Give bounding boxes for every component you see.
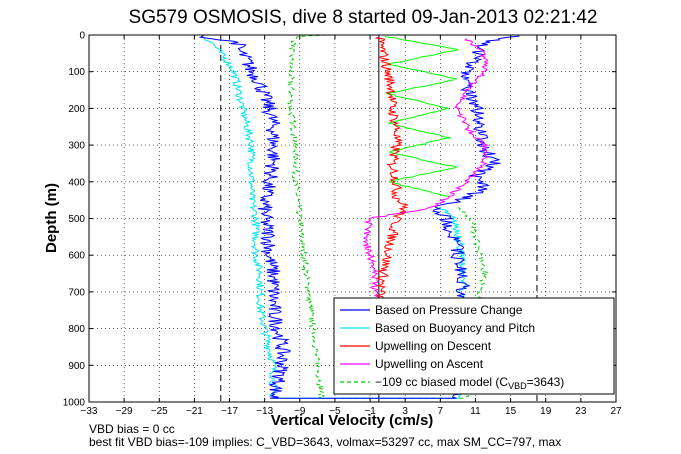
x-tick-label: 15 [505, 406, 517, 417]
series-line-109-cc-biased-model-c-vbd-3643 [286, 34, 489, 399]
chart-legend: Based on Pressure Change Based on Buoyanc… [333, 297, 615, 395]
y-tick-label: 800 [68, 324, 85, 335]
legend-box [333, 297, 615, 395]
footer-line-2: best fit VBD bias=-109 implies: C_VBD=36… [89, 435, 561, 449]
x-tick-label: 23 [575, 406, 587, 417]
y-tick-label: 600 [68, 251, 85, 262]
x-tick-label: 19 [540, 406, 552, 417]
series-layer [198, 34, 520, 399]
axis-ticks: −33 −29 −25 −21 −17 −13 −9 −5 −1 3 7 11 15 19 23 270100… [63, 31, 622, 418]
y-tick-label: 500 [68, 214, 85, 225]
footer-line-1: VBD bias = 0 cc [89, 422, 175, 436]
x-tick-label: −25 [151, 406, 168, 417]
x-tick-label: 11 [470, 406, 481, 417]
x-tick-label: 3 [402, 406, 408, 417]
legend-label-subscript: VBD [508, 381, 527, 391]
y-tick-label: 1000 [63, 398, 86, 409]
y-tick-label: 900 [68, 361, 85, 372]
x-tick-label: −5 [329, 406, 341, 417]
x-tick-label: 27 [610, 406, 622, 417]
y-tick-label: 200 [68, 104, 85, 115]
legend-label: Upwelling on Ascent [375, 357, 484, 371]
x-tick-label: −33 [81, 406, 98, 417]
y-tick-label: 300 [68, 141, 85, 152]
x-tick-label: −29 [116, 406, 133, 417]
series-line-upwelling-on-descent [373, 36, 409, 304]
series-line-upwelling-model-comparison [384, 36, 459, 197]
x-tick-label: −13 [256, 406, 273, 417]
legend-label-tail: =3643) [527, 375, 565, 389]
y-tick-label: 0 [79, 31, 85, 42]
y-tick-label: 700 [68, 287, 85, 298]
x-tick-label: −21 [186, 406, 203, 417]
legend-label: Upwelling on Descent [375, 339, 492, 353]
x-axis-label: Vertical Velocity (cm/s) [271, 412, 434, 429]
series-line-based-on-pressure-change [198, 35, 520, 399]
x-tick-label: −1 [364, 406, 376, 417]
y-tick-label: 400 [68, 177, 85, 188]
x-tick-label: −17 [221, 406, 238, 417]
y-tick-label: 100 [68, 67, 85, 78]
y-axis-label: Depth (m) [43, 183, 60, 253]
chart-title: SG579 OSMOSIS, dive 8 started 09-Jan-201… [129, 7, 598, 28]
x-tick-label: −9 [294, 406, 306, 417]
legend-label: Based on Pressure Change [375, 303, 523, 317]
legend-label: Based on Buoyancy and Pitch [375, 321, 535, 335]
legend-label: −109 cc biased model (CVBD=3643) [375, 375, 564, 391]
series-line-upwelling-on-ascent [362, 38, 490, 304]
x-tick-label: 7 [438, 406, 444, 417]
